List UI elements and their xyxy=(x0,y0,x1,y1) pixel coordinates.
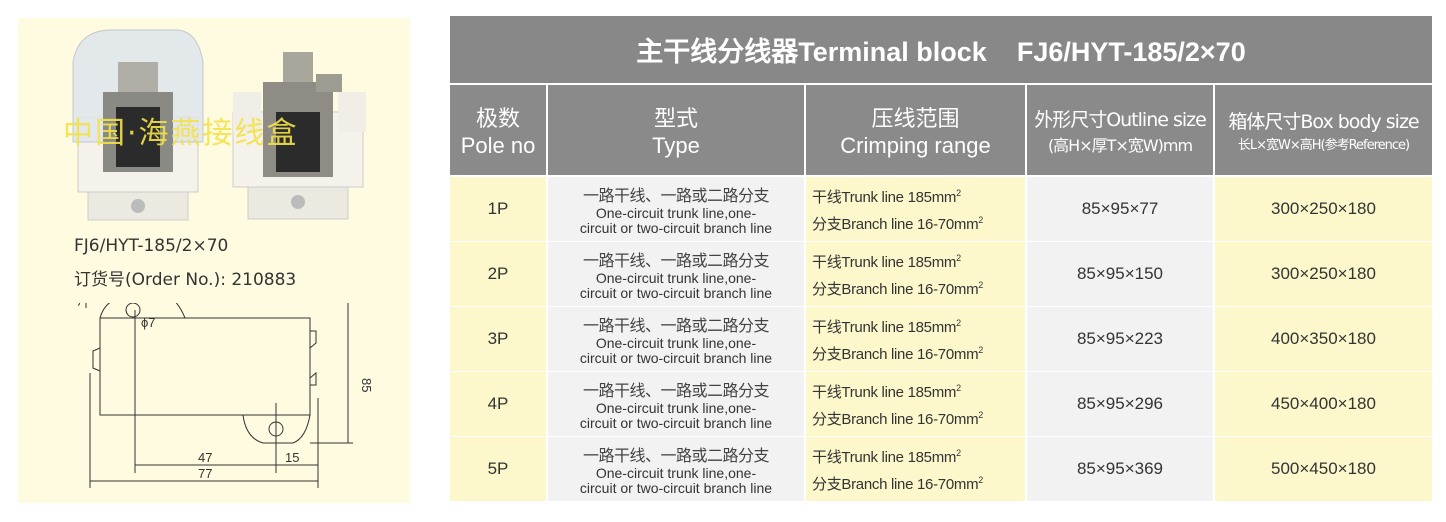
type-cn: 一路干线、一路或二路分支 xyxy=(582,186,770,205)
dim-15: 15 xyxy=(285,450,299,465)
header-type-en: Type xyxy=(652,133,700,158)
branch-line: 分支Branch line 16-70mm2 xyxy=(812,215,983,233)
cell-type: 一路干线、一路或二路分支 One-circuit trunk line,one-… xyxy=(548,242,806,306)
product-photo xyxy=(72,29,366,221)
terminal-block-open xyxy=(232,52,366,220)
type-en-2: circuit or two-circuit branch line xyxy=(579,415,773,431)
trunk-line: 干线Trunk line 185mm2 xyxy=(812,448,961,466)
cell-type: 一路干线、一路或二路分支 One-circuit trunk line,one-… xyxy=(548,437,806,501)
dim-6: 6 xyxy=(78,303,83,307)
header-pole-en: Pole no xyxy=(460,133,536,158)
table-row: 4P 一路干线、一路或二路分支 One-circuit trunk line,o… xyxy=(450,372,1432,437)
superscript-2: 2 xyxy=(978,215,983,225)
cell-box: 500×450×180 xyxy=(1215,437,1432,501)
bottom-mount-tab xyxy=(242,414,311,444)
type-en-1: One-circuit trunk line,one- xyxy=(595,335,757,351)
header-outline-l1: 外形尺寸Outline size xyxy=(1034,108,1207,131)
header-box: 箱体尺寸Box body size 长L×宽W×高H(参考Reference) xyxy=(1215,85,1432,175)
superscript-2: 2 xyxy=(956,188,961,198)
header-crimp-en: Crimping range xyxy=(840,133,991,158)
cell-type: 一路干线、一路或二路分支 One-circuit trunk line,one-… xyxy=(548,177,806,241)
cell-outline: 85×95×150 xyxy=(1027,242,1215,306)
cell-outline: 85×95×369 xyxy=(1027,437,1215,501)
table-row: 1P 一路干线、一路或二路分支 One-circuit trunk line,o… xyxy=(450,177,1432,242)
model-number: FJ6/HYT-185/2×70 xyxy=(74,236,229,256)
table-row: 3P 一路干线、一路或二路分支 One-circuit trunk line,o… xyxy=(450,307,1432,372)
cell-box: 300×250×180 xyxy=(1215,177,1432,241)
cell-crimp: 干线Trunk line 185mm2 分支Branch line 16-70m… xyxy=(806,307,1027,371)
dim-85: 85 xyxy=(359,378,374,392)
cell-box: 300×250×180 xyxy=(1215,242,1432,306)
top-mount-tab xyxy=(99,303,186,319)
dim-phi7: ϕ7 xyxy=(141,315,156,330)
trunk-line: 干线Trunk line 185mm2 xyxy=(812,383,961,401)
header-type: 型式 Type xyxy=(548,85,806,175)
dim-47: 47 xyxy=(198,450,212,465)
cell-box: 400×350×180 xyxy=(1215,307,1432,371)
cell-pole: 4P xyxy=(450,372,548,436)
superscript-2: 2 xyxy=(978,475,983,485)
terminal-block-with-cover xyxy=(72,29,204,221)
header-pole-cn: 极数 xyxy=(475,107,520,132)
type-en-1: One-circuit trunk line,one- xyxy=(595,465,757,481)
cell-outline: 85×95×296 xyxy=(1027,372,1215,436)
watermark: 中国·海燕接线盒 xyxy=(63,116,299,151)
cell-crimp: 干线Trunk line 185mm2 分支Branch line 16-70m… xyxy=(806,437,1027,501)
table-row: 2P 一路干线、一路或二路分支 One-circuit trunk line,o… xyxy=(450,242,1432,307)
cell-pole: 1P xyxy=(450,177,548,241)
cell-type: 一路干线、一路或二路分支 One-circuit trunk line,one-… xyxy=(548,307,806,371)
product-panel: 中国·海燕接线盒 FJ6/HYT-185/2×70 订货号(Order No.)… xyxy=(18,18,410,503)
header-box-l2: 长L×宽W×高H(参考Reference) xyxy=(1237,138,1410,153)
cell-box: 450×400×180 xyxy=(1215,372,1432,436)
trunk-line: 干线Trunk line 185mm2 xyxy=(812,188,961,206)
cell-pole: 5P xyxy=(450,437,548,501)
type-cn: 一路干线、一路或二路分支 xyxy=(582,316,770,335)
superscript-2: 2 xyxy=(956,253,961,263)
cell-crimp: 干线Trunk line 185mm2 分支Branch line 16-70m… xyxy=(806,177,1027,241)
branch-line: 分支Branch line 16-70mm2 xyxy=(812,410,983,428)
branch-line: 分支Branch line 16-70mm2 xyxy=(812,280,983,298)
branch-line: 分支Branch line 16-70mm2 xyxy=(812,475,983,493)
cell-crimp: 干线Trunk line 185mm2 分支Branch line 16-70m… xyxy=(806,242,1027,306)
header-box-l1: 箱体尺寸Box body size xyxy=(1228,111,1419,133)
trunk-line: 干线Trunk line 185mm2 xyxy=(812,318,961,336)
header-crimp: 压线范围 Crimping range xyxy=(806,85,1027,175)
cell-crimp: 干线Trunk line 185mm2 分支Branch line 16-70m… xyxy=(806,372,1027,436)
trunk-line: 干线Trunk line 185mm2 xyxy=(812,253,961,271)
dim-77: 77 xyxy=(198,466,212,481)
superscript-2: 2 xyxy=(978,345,983,355)
type-en-2: circuit or two-circuit branch line xyxy=(579,220,773,236)
spec-table: 主干线分线器Terminal block FJ6/HYT-185/2×70 极数… xyxy=(450,16,1432,503)
table-row: 5P 一路干线、一路或二路分支 One-circuit trunk line,o… xyxy=(450,437,1432,502)
superscript-2: 2 xyxy=(978,280,983,290)
cell-pole: 3P xyxy=(450,307,548,371)
header-crimp-cn: 压线范围 xyxy=(871,107,960,132)
header-pole: 极数 Pole no xyxy=(450,85,548,175)
type-en-1: One-circuit trunk line,one- xyxy=(595,400,757,416)
order-number: 订货号(Order No.): 210883 xyxy=(74,270,297,290)
superscript-2: 2 xyxy=(956,448,961,458)
type-en-2: circuit or two-circuit branch line xyxy=(579,480,773,496)
table-title: 主干线分线器Terminal block FJ6/HYT-185/2×70 xyxy=(450,16,1432,85)
table-header-row: 极数 Pole no 型式 Type 压线范围 Crimping range 外形尺寸… xyxy=(450,85,1432,177)
header-outline-l2: (高H×厚T×宽W)mm xyxy=(1047,135,1193,155)
type-en-2: circuit or two-circuit branch line xyxy=(579,285,773,301)
cell-pole: 2P xyxy=(450,242,548,306)
type-cn: 一路干线、一路或二路分支 xyxy=(582,381,770,400)
header-outline: 外形尺寸Outline size (高H×厚T×宽W)mm xyxy=(1027,85,1215,175)
superscript-2: 2 xyxy=(956,383,961,393)
cell-outline: 85×95×223 xyxy=(1027,307,1215,371)
type-cn: 一路干线、一路或二路分支 xyxy=(582,251,770,270)
type-en-1: One-circuit trunk line,one- xyxy=(595,270,757,286)
cell-type: 一路干线、一路或二路分支 One-circuit trunk line,one-… xyxy=(548,372,806,436)
cell-outline: 85×95×77 xyxy=(1027,177,1215,241)
dimension-drawing: 6 ϕ7 47 15 77 85 xyxy=(78,303,374,488)
header-type-cn: 型式 xyxy=(653,107,698,132)
type-en-2: circuit or two-circuit branch line xyxy=(579,350,773,366)
branch-line: 分支Branch line 16-70mm2 xyxy=(812,345,983,363)
type-en-1: One-circuit trunk line,one- xyxy=(595,205,757,221)
superscript-2: 2 xyxy=(956,318,961,328)
superscript-2: 2 xyxy=(978,410,983,420)
type-cn: 一路干线、一路或二路分支 xyxy=(582,446,770,465)
